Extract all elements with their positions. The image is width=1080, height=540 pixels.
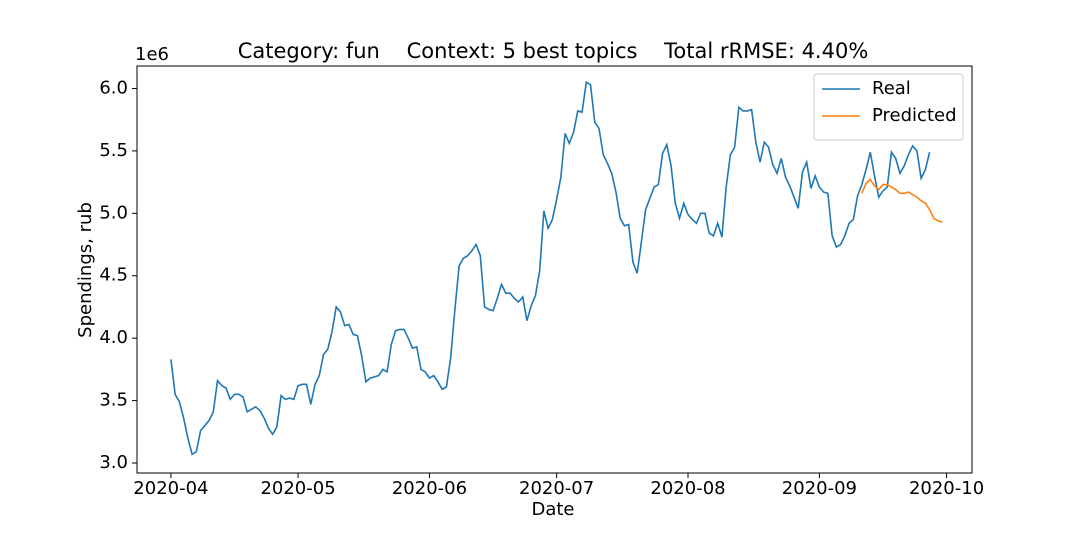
legend-box [813, 73, 964, 141]
y-tick-label: 4.0 [99, 327, 128, 348]
x-tick-label: 2020-04 [133, 478, 208, 499]
x-tick-label: 2020-10 [909, 478, 984, 499]
x-tick-label: 2020-09 [782, 478, 857, 499]
plot-area [136, 65, 973, 474]
y-tick-label: 5.5 [99, 140, 128, 161]
y-offset-label: 1e6 [135, 44, 169, 65]
y-tick-label: 3.0 [99, 452, 128, 473]
x-axis-label: Date [531, 499, 574, 520]
x-tick-label: 2020-08 [650, 478, 725, 499]
y-tick-label: 5.0 [99, 202, 128, 223]
y-axis-label: Spendings, rub [75, 202, 96, 338]
y-tick-label: 6.0 [99, 77, 128, 98]
x-tick-label: 2020-05 [260, 478, 335, 499]
y-tick-label: 3.5 [99, 390, 128, 411]
legend-label: Real [872, 78, 911, 99]
y-tick-label: 4.5 [99, 265, 128, 286]
series-line [170, 80, 931, 456]
chart-title: Category: fun Context: 5 best topics Tot… [238, 39, 869, 63]
x-tick-label: 2020-06 [392, 478, 467, 499]
legend-label: Predicted [872, 105, 957, 126]
x-tick-label: 2020-07 [519, 478, 594, 499]
series-line [861, 178, 943, 223]
